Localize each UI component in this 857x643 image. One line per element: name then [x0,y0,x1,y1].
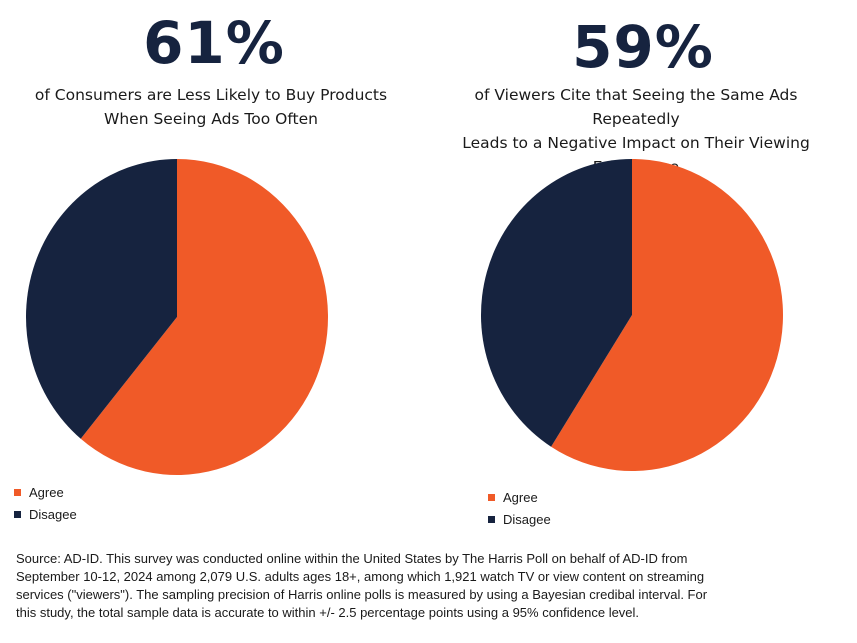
chart-panel-right: 59% of Viewers Cite that Seeing the Same… [429,0,857,540]
legend-item-disagree: Disagee [488,508,551,530]
legend-swatch-agree [14,488,21,496]
footnote-line: this study, the total sample data is acc… [16,605,640,620]
pie-slice-agree [80,159,328,475]
footnote-line: services ("viewers"). The sampling preci… [16,587,708,602]
legend-label: Disagee [503,511,551,527]
legend-swatch-agree [488,493,495,501]
footnote-line: September 10-12, 2024 among 2,079 U.S. a… [16,569,705,584]
legend-item-agree: Agree [488,486,551,508]
footnote-line: Source: AD-ID. This survey was conducted… [16,551,688,566]
chart-legend: Agree Disagee [488,486,551,530]
subtitle-line: of Consumers are Less Likely to Buy Prod… [34,86,388,104]
legend-swatch-disagree [488,515,495,523]
legend-label: Agree [503,489,538,505]
legend-label: Agree [29,484,64,500]
chart-legend: Agree Disagee [14,481,77,525]
subtitle-line: of Viewers Cite that Seeing the Same Ads… [474,86,798,128]
pie-slice-disagree [26,159,177,439]
chart-title: 61% [143,9,285,77]
legend-item-agree: Agree [14,481,77,503]
legend-swatch-disagree [14,510,21,518]
legend-item-disagree: Disagee [14,503,77,525]
source-footnote: Source: AD-ID. This survey was conducted… [16,550,846,622]
subtitle-line: Leads to a Negative Impact on Their View… [462,134,810,152]
chart-subtitle: of Consumers are Less Likely to Buy Prod… [2,83,420,131]
pie-slice-disagree [481,159,632,447]
pie-chart [481,159,783,471]
pie-slice-agree [551,159,783,471]
subtitle-line: When Seeing Ads Too Often [104,110,318,128]
pie-chart [26,159,328,475]
legend-label: Disagee [29,506,77,522]
chart-title: 59% [572,13,714,81]
chart-panel-left: 61% of Consumers are Less Likely to Buy … [0,0,428,540]
